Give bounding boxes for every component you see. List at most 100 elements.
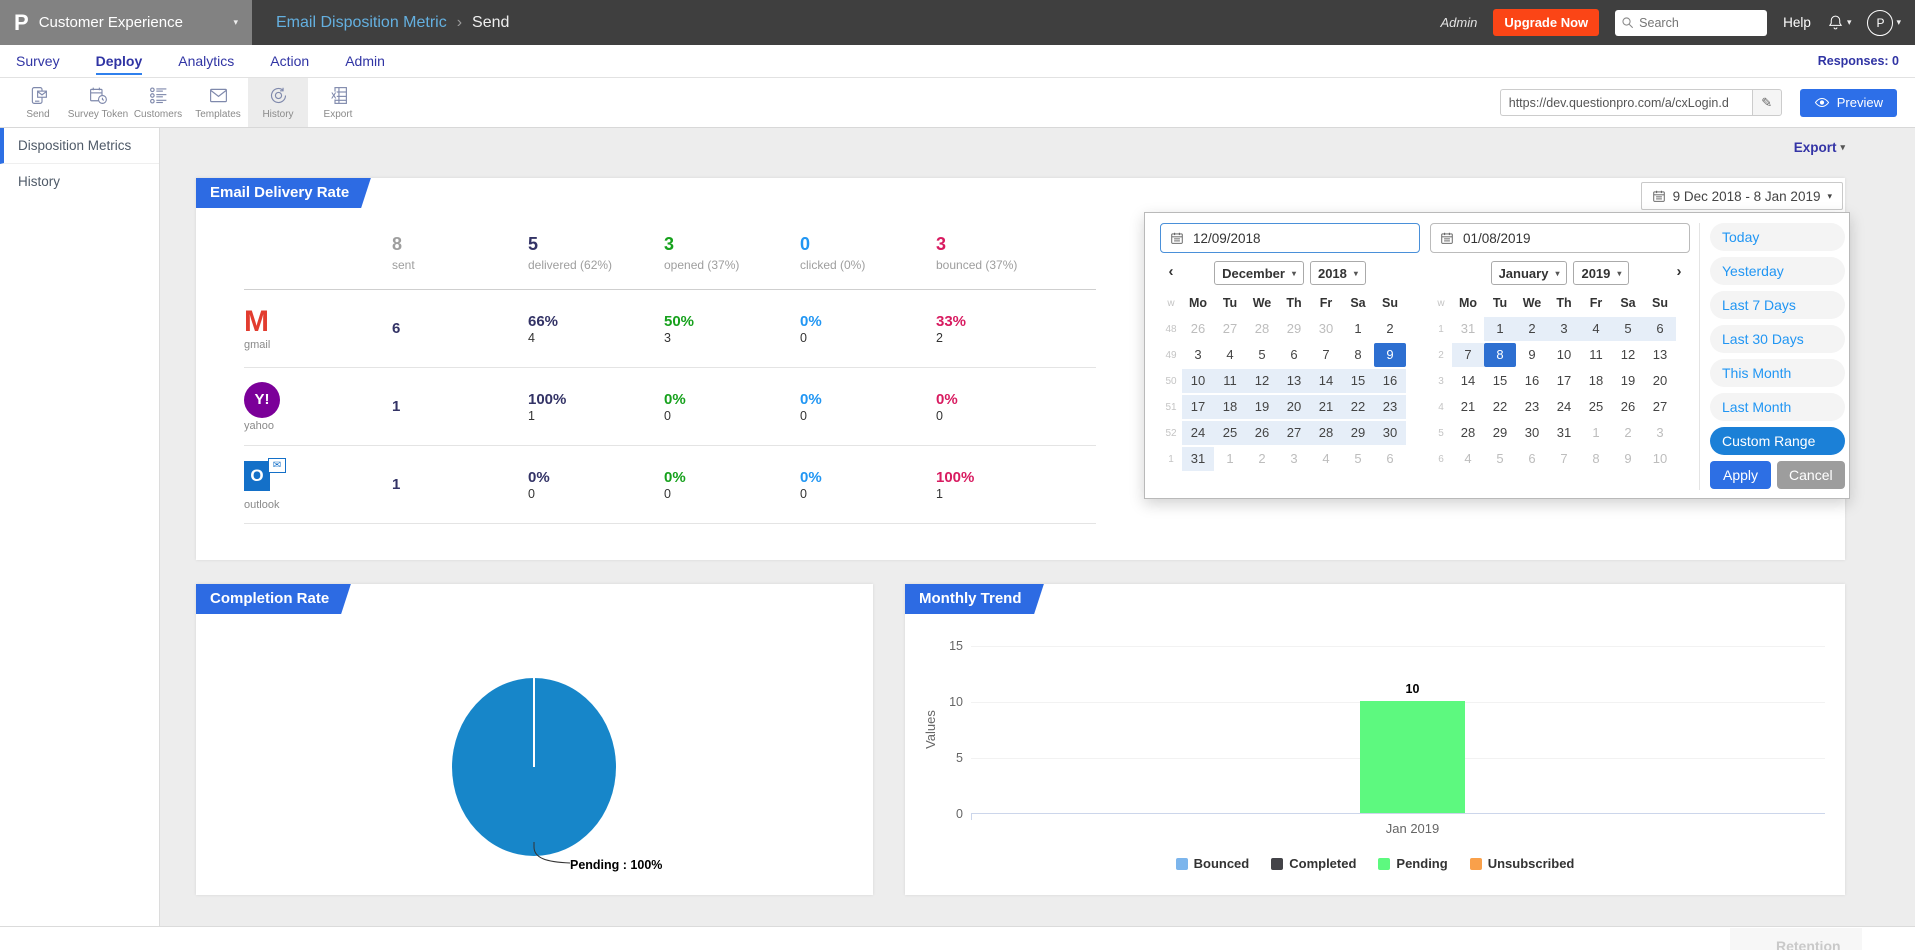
nav-item-survey[interactable]: Survey — [16, 53, 60, 69]
trend-bar-pending[interactable] — [1360, 701, 1465, 813]
cancel-button[interactable]: Cancel — [1777, 461, 1845, 489]
day-cell-31[interactable]: 31 — [1556, 425, 1572, 440]
day-cell-4[interactable]: 4 — [1580, 317, 1612, 341]
quick-option-today[interactable]: Today — [1710, 223, 1845, 251]
start-date-input[interactable] — [1160, 223, 1420, 253]
day-cell-21[interactable]: 21 — [1460, 399, 1476, 414]
export-dropdown[interactable]: Export ▾ — [1794, 140, 1845, 155]
quick-option-custom-range[interactable]: Custom Range — [1710, 427, 1845, 455]
day-cell-10[interactable]: 10 — [1556, 347, 1572, 362]
day-cell-18[interactable]: 18 — [1588, 373, 1604, 388]
day-cell-17[interactable]: 17 — [1556, 373, 1572, 388]
day-cell-15[interactable]: 15 — [1492, 373, 1508, 388]
day-cell-26[interactable]: 26 — [1190, 321, 1206, 336]
day-cell-6[interactable]: 6 — [1386, 451, 1394, 466]
day-cell-2[interactable]: 2 — [1516, 317, 1548, 341]
toolbar-item-templates[interactable]: Templates — [188, 78, 248, 127]
day-cell-26[interactable]: 26 — [1620, 399, 1636, 414]
day-cell-25[interactable]: 25 — [1214, 421, 1246, 445]
day-cell-23[interactable]: 23 — [1374, 395, 1406, 419]
day-cell-24[interactable]: 24 — [1556, 399, 1572, 414]
day-cell-4[interactable]: 4 — [1322, 451, 1330, 466]
day-cell-7[interactable]: 7 — [1452, 343, 1484, 367]
edit-url-button[interactable]: ✎ — [1751, 89, 1782, 116]
day-cell-30[interactable]: 30 — [1524, 425, 1540, 440]
legend-item-completed[interactable]: Completed — [1271, 856, 1356, 871]
day-cell-3[interactable]: 3 — [1194, 347, 1202, 362]
day-cell-20[interactable]: 20 — [1278, 395, 1310, 419]
day-cell-5[interactable]: 5 — [1496, 451, 1504, 466]
day-cell-24[interactable]: 24 — [1182, 421, 1214, 445]
day-cell-3[interactable]: 3 — [1548, 317, 1580, 341]
day-cell-27[interactable]: 27 — [1278, 421, 1310, 445]
day-cell-1[interactable]: 1 — [1354, 321, 1362, 336]
completion-pie-slice[interactable] — [452, 678, 616, 856]
day-cell-10[interactable]: 10 — [1652, 451, 1668, 466]
day-cell-1[interactable]: 1 — [1592, 425, 1600, 440]
day-cell-1[interactable]: 1 — [1484, 317, 1516, 341]
preview-button[interactable]: Preview — [1799, 88, 1897, 117]
day-cell-7[interactable]: 7 — [1322, 347, 1330, 362]
month-select[interactable]: December ▾ — [1214, 261, 1304, 285]
day-cell-2[interactable]: 2 — [1258, 451, 1266, 466]
day-cell-1[interactable]: 1 — [1226, 451, 1234, 466]
toolbar-item-export[interactable]: X Export — [308, 78, 368, 127]
day-cell-9[interactable]: 9 — [1374, 343, 1406, 367]
next-month-arrow[interactable]: › — [1676, 263, 1682, 280]
nav-item-admin[interactable]: Admin — [345, 53, 385, 69]
day-cell-31[interactable]: 31 — [1182, 447, 1214, 471]
day-cell-4[interactable]: 4 — [1226, 347, 1234, 362]
end-date-input[interactable] — [1430, 223, 1690, 253]
day-cell-5[interactable]: 5 — [1612, 317, 1644, 341]
day-cell-6[interactable]: 6 — [1528, 451, 1536, 466]
day-cell-13[interactable]: 13 — [1278, 369, 1310, 393]
day-cell-16[interactable]: 16 — [1524, 373, 1540, 388]
quick-option-this-month[interactable]: This Month — [1710, 359, 1845, 387]
year-select[interactable]: 2018 ▾ — [1309, 261, 1366, 285]
day-cell-10[interactable]: 10 — [1182, 369, 1214, 393]
quick-option-last-month[interactable]: Last Month — [1710, 393, 1845, 421]
day-cell-23[interactable]: 23 — [1524, 399, 1540, 414]
day-cell-14[interactable]: 14 — [1460, 373, 1476, 388]
toolbar-item-customers[interactable]: Customers — [128, 78, 188, 127]
search-input[interactable] — [1639, 15, 1762, 30]
day-cell-16[interactable]: 16 — [1374, 369, 1406, 393]
day-cell-3[interactable]: 3 — [1656, 425, 1664, 440]
day-cell-6[interactable]: 6 — [1290, 347, 1298, 362]
notifications-button[interactable]: ▾ — [1827, 14, 1851, 31]
day-cell-25[interactable]: 25 — [1588, 399, 1604, 414]
day-cell-6[interactable]: 6 — [1644, 317, 1676, 341]
day-cell-2[interactable]: 2 — [1386, 321, 1394, 336]
upgrade-now-button[interactable]: Upgrade Now — [1493, 9, 1600, 36]
day-cell-29[interactable]: 29 — [1492, 425, 1508, 440]
day-cell-17[interactable]: 17 — [1182, 395, 1214, 419]
day-cell-28[interactable]: 28 — [1254, 321, 1270, 336]
apply-button[interactable]: Apply — [1710, 461, 1772, 489]
day-cell-12[interactable]: 12 — [1246, 369, 1278, 393]
day-cell-27[interactable]: 27 — [1652, 399, 1668, 414]
day-cell-31[interactable]: 31 — [1460, 321, 1476, 336]
toolbar-item-survey-token[interactable]: Survey Token — [68, 78, 128, 127]
day-cell-4[interactable]: 4 — [1464, 451, 1472, 466]
date-range-button[interactable]: 9 Dec 2018 - 8 Jan 2019 ▾ — [1640, 182, 1843, 210]
day-cell-22[interactable]: 22 — [1342, 395, 1374, 419]
day-cell-26[interactable]: 26 — [1246, 421, 1278, 445]
day-cell-8[interactable]: 8 — [1484, 343, 1516, 367]
quick-option-last-30-days[interactable]: Last 30 Days — [1710, 325, 1845, 353]
day-cell-8[interactable]: 8 — [1354, 347, 1362, 362]
day-cell-12[interactable]: 12 — [1620, 347, 1636, 362]
day-cell-29[interactable]: 29 — [1286, 321, 1302, 336]
day-cell-9[interactable]: 9 — [1528, 347, 1536, 362]
day-cell-13[interactable]: 13 — [1652, 347, 1668, 362]
brand-switcher[interactable]: P Customer Experience ▾ — [0, 0, 252, 45]
day-cell-14[interactable]: 14 — [1310, 369, 1342, 393]
sidebar-item-history[interactable]: History — [18, 174, 61, 189]
nav-item-analytics[interactable]: Analytics — [178, 53, 235, 69]
day-cell-27[interactable]: 27 — [1222, 321, 1238, 336]
day-cell-18[interactable]: 18 — [1214, 395, 1246, 419]
day-cell-21[interactable]: 21 — [1310, 395, 1342, 419]
day-cell-11[interactable]: 11 — [1589, 347, 1603, 362]
day-cell-22[interactable]: 22 — [1492, 399, 1508, 414]
toolbar-item-history[interactable]: History — [248, 78, 308, 127]
year-select[interactable]: 2019 ▾ — [1573, 261, 1630, 285]
